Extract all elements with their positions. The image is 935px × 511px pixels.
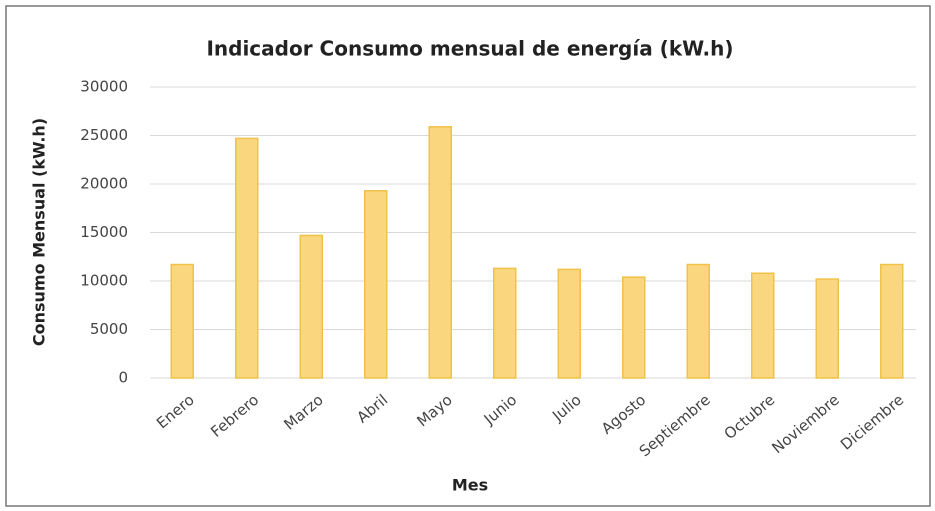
bar xyxy=(686,263,710,379)
y-tick-label: 25000 xyxy=(80,126,128,144)
y-tick-label: 30000 xyxy=(80,78,128,96)
bar xyxy=(815,278,839,379)
y-tick-label: 20000 xyxy=(80,175,128,193)
bar xyxy=(299,234,323,379)
y-tick-label: 5000 xyxy=(90,320,128,338)
bar xyxy=(557,268,581,379)
bar xyxy=(493,267,517,379)
y-tick-label: 0 xyxy=(118,369,128,387)
bar xyxy=(364,190,388,379)
bar xyxy=(880,263,904,379)
bar xyxy=(170,263,194,379)
x-axis-title: Mes xyxy=(452,476,488,495)
chart-title: Indicador Consumo mensual de energía (kW… xyxy=(206,37,733,61)
bar xyxy=(235,137,259,379)
bar xyxy=(428,126,452,379)
y-tick-label: 10000 xyxy=(80,272,128,290)
chart-frame xyxy=(5,5,931,507)
y-tick-label: 15000 xyxy=(80,223,128,241)
bar xyxy=(751,272,775,379)
bar xyxy=(622,276,646,379)
y-axis-title: Consumo Mensual (kW.h) xyxy=(30,118,49,346)
